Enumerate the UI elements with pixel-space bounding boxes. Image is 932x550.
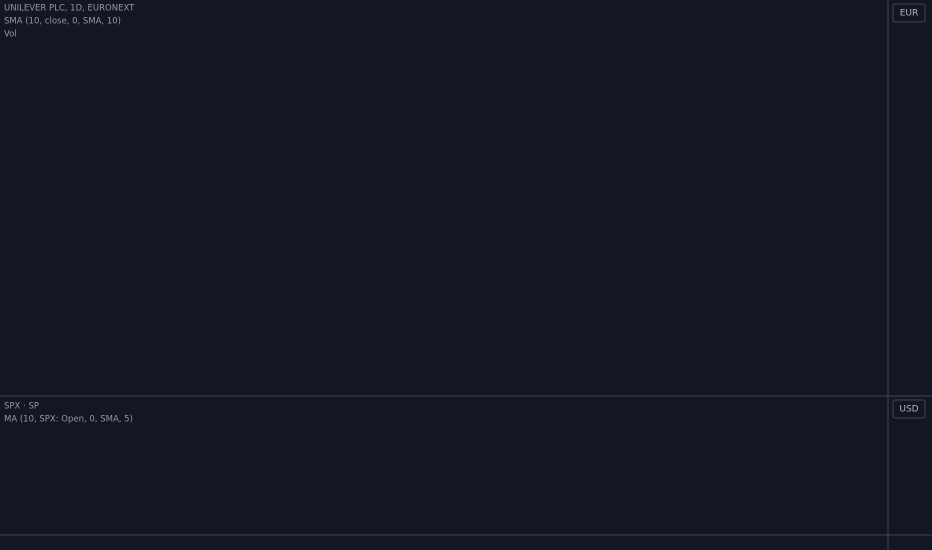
indicator-label: MA (10, SPX: Open, 0, SMA, 5) [4,415,133,425]
symbol-title: SPX · SP [4,402,39,412]
currency-button[interactable] [892,399,926,419]
indicator-label: SMA (10, close, 0, SMA, 10) [4,17,121,27]
currency[interactable]: USD [899,405,918,415]
volume-label: Vol [4,30,17,40]
currency[interactable]: EUR [900,9,919,19]
currency-button[interactable] [892,3,926,23]
symbol-title: UNILEVER PLC, 1D, EURONEXT [4,4,135,14]
